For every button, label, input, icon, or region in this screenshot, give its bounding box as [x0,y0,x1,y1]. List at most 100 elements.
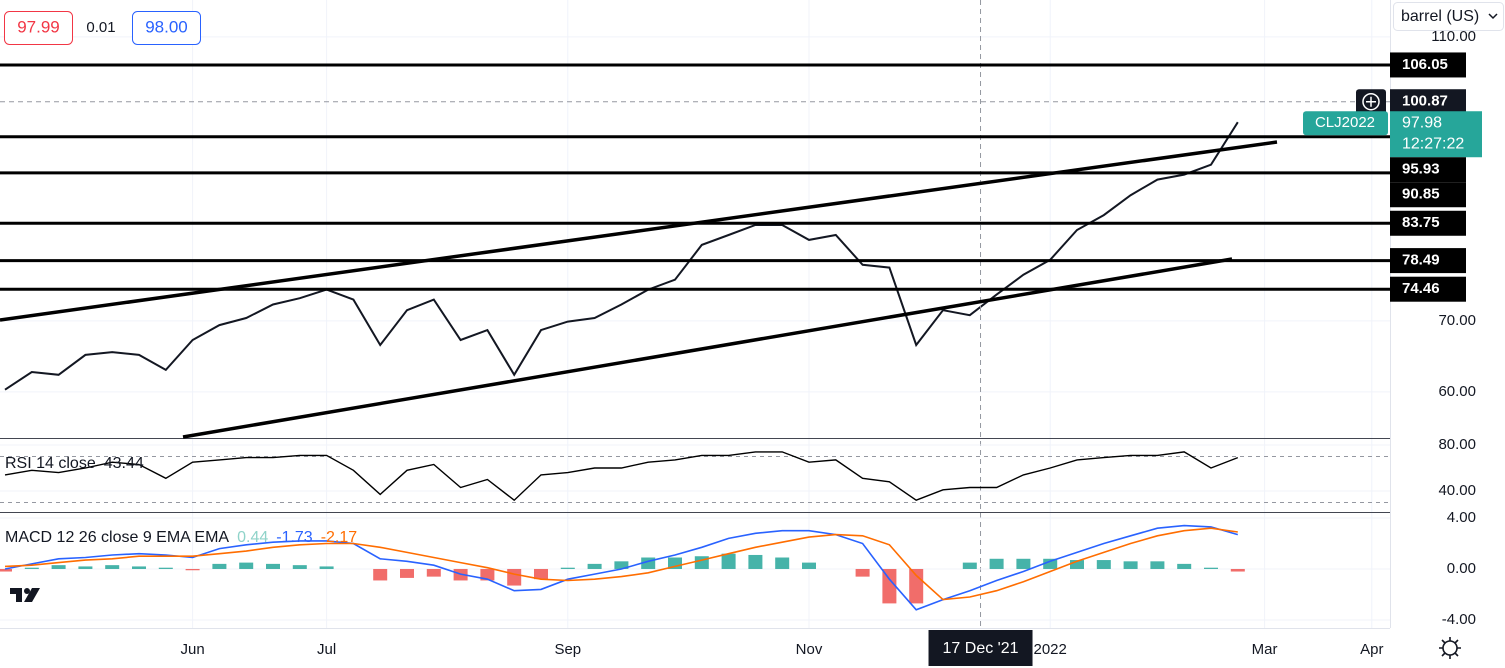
add-alert-icon [1362,92,1380,111]
add-alert-plus [1366,96,1376,107]
indicator-value: -1.73 [276,529,313,546]
series-line [4,527,1238,601]
logo-mark [10,588,40,602]
sell-button[interactable] [4,11,73,45]
histogram-bar [480,568,495,581]
histogram-bar [292,565,307,569]
series-line [4,524,1239,611]
indicator-value: -2.17 [321,529,358,546]
y-tick-label: 80.00 [1438,436,1476,453]
histogram-bar [748,554,763,569]
histogram-bar [78,566,93,569]
x-tick-label: Jul [317,641,336,658]
logo [8,582,44,608]
x-tick-label: 2022 [1034,641,1067,658]
histogram-bar [641,557,656,569]
y-tick-label: 4.00 [1447,509,1476,526]
histogram-bar [882,568,897,604]
symbol-name: CLJ2022 [1315,114,1375,131]
histogram-bar [158,567,173,569]
histogram-bar [614,561,629,569]
gear-teeth [1439,637,1461,659]
y-tick-label: 70.00 [1438,312,1476,329]
histogram-bar [212,563,227,569]
upper-trendline [0,140,1278,322]
histogram-bar [400,568,414,578]
histogram-bar [989,558,1004,569]
level-label-box [1390,276,1466,302]
histogram-bar [721,553,736,569]
series-line [4,121,1239,391]
level-label: 95.93 [1402,161,1440,178]
dropdown-chevron [1488,13,1498,20]
series-line [4,451,1239,502]
x-tick-label: Nov [796,641,823,658]
x-tick-label: Jun [181,641,205,658]
bar-countdown: 12:27:22 [1402,135,1464,152]
last-price: 97.98 [1402,114,1442,131]
histogram-bar [1070,560,1084,569]
histogram-bar [1123,561,1138,569]
logo-dot [24,588,30,594]
crosshair-price: 100.87 [1402,93,1448,110]
ask-price: 98.00 [145,17,188,36]
level-label: 78.49 [1402,252,1440,269]
histogram-bar [51,565,66,569]
spread: 0.01 [86,19,115,36]
histogram-bar [668,557,682,569]
gear-ring [1442,640,1458,656]
histogram-bar [855,568,870,577]
x-tick-label: Apr [1360,641,1383,658]
indicator-value: 0.44 [237,529,268,546]
crosshair-date: 17 Dec '21 [943,640,1019,657]
indicator-value: 43.44 [104,455,144,472]
histogram-bar [319,566,334,569]
level-label-box [1390,210,1466,236]
settings-icon[interactable] [1439,637,1461,659]
bid-price: 97.99 [17,17,60,36]
x-tick-label: Sep [554,641,581,658]
histogram-bar [775,557,790,569]
histogram-bar [426,568,441,577]
lower-trendline [182,257,1233,439]
level-label-box [1390,248,1466,274]
histogram-bar [802,562,816,569]
indicator-title: RSI 14 close [5,455,96,472]
histogram-bar [534,568,548,580]
histogram-bar [1230,568,1245,572]
histogram-bar [1177,563,1192,569]
y-tick-label: -4.00 [1442,611,1476,628]
level-label: 90.85 [1402,186,1440,203]
histogram-bar [560,567,575,569]
histogram-bar [132,566,146,569]
logo-bg [8,582,44,608]
buy-button[interactable] [132,11,201,45]
plot-area [0,0,1390,628]
y-tick-label: 0.00 [1447,560,1476,577]
histogram-bar [1016,558,1031,569]
level-label: 106.05 [1402,56,1448,73]
unit-dropdown[interactable] [1393,2,1504,31]
histogram-bar [266,563,280,569]
indicator-title: MACD 12 26 close 9 EMA EMA [5,529,229,546]
histogram-bar [24,567,39,569]
histogram-bar [373,568,388,581]
crosshair-date-box [928,630,1033,666]
x-tick-label: Mar [1252,641,1278,658]
y-tick-label: 60.00 [1438,383,1476,400]
histogram-bar [909,568,924,604]
crosshair-price-box [1390,89,1466,115]
histogram-bar [1096,560,1111,569]
histogram-bar [1150,561,1165,569]
level-label-box [1390,52,1466,78]
level-label-box [1390,157,1466,183]
symbol-tag [1303,111,1388,136]
y-tick-label: 110.00 [1431,28,1476,45]
last-price-box [1390,111,1482,158]
histogram-bar [105,565,120,569]
histogram-bar [587,563,602,569]
level-label: 74.46 [1402,280,1440,297]
